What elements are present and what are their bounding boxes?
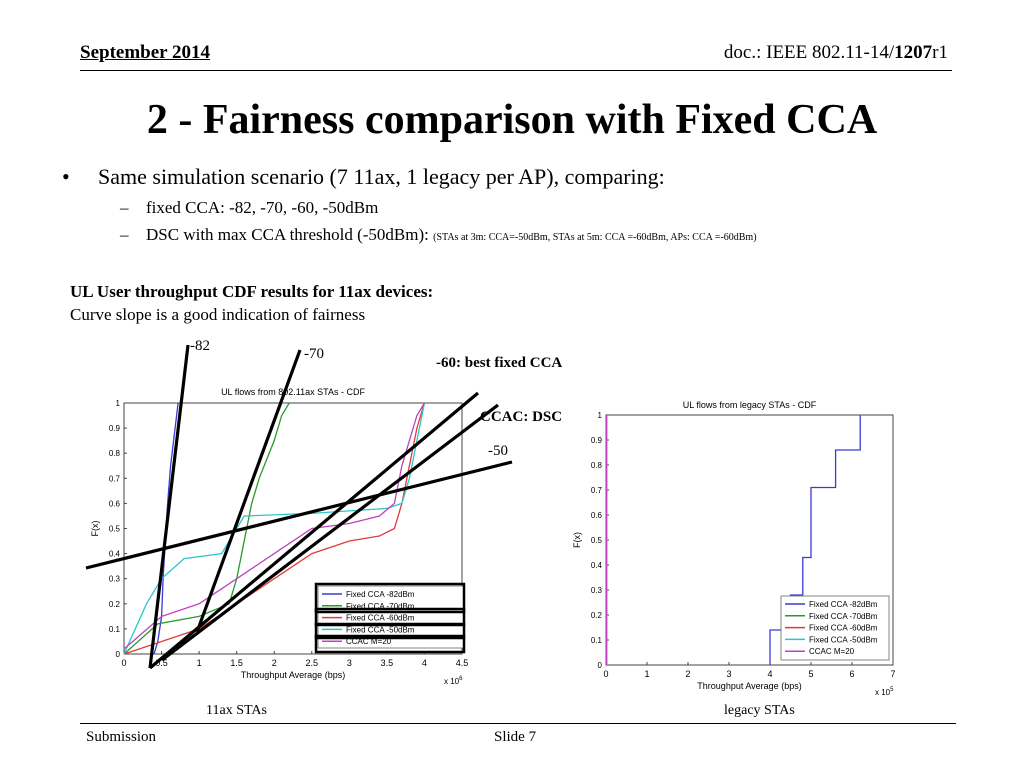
header-date: September 2014 <box>80 42 210 63</box>
caption-normal: Curve slope is a good indication of fair… <box>70 305 366 324</box>
bullet-sub-2-detail: (STAs at 3m: CCA=-50dBm, STAs at 5m: CCA… <box>433 232 757 243</box>
bullet-dot: • <box>62 164 70 189</box>
caption-bold: UL User throughput CDF results for 11ax … <box>70 282 434 301</box>
y-tick-label-1: 1 <box>598 411 603 420</box>
y-axis-label-0: F(x) <box>90 521 100 537</box>
x-tick-label-0: 3.5 <box>381 658 394 668</box>
x-tick-label-0: 2.5 <box>306 658 319 668</box>
y-tick-label-0: 0.6 <box>109 499 121 508</box>
x-tick-label-0: 0.5 <box>155 658 168 668</box>
x-multiplier-0: x 106 <box>444 676 463 686</box>
x-tick-label-1: 1 <box>644 669 649 679</box>
legend-label-0-1: Fixed CCA -70dBm <box>346 602 415 611</box>
x-multiplier-1: x 105 <box>875 687 894 697</box>
x-tick-label-1: 0 <box>603 669 608 679</box>
y-tick-label-0: 0.5 <box>109 525 121 534</box>
slope-line-2 <box>148 391 480 670</box>
doc-suffix: r1 <box>932 42 948 63</box>
x-tick-label-0: 0 <box>121 658 126 668</box>
x-tick-label-0: 2 <box>272 658 277 668</box>
slope-line-0 <box>148 344 190 669</box>
y-tick-label-0: 0.2 <box>109 600 121 609</box>
series-line-0-1 <box>123 402 290 655</box>
annotation-82: -82 <box>190 338 210 354</box>
legend-label-1-1: Fixed CCA -70dBm <box>809 612 878 621</box>
legend-label-1-0: Fixed CCA -82dBm <box>809 600 878 609</box>
footer-rule <box>80 723 956 724</box>
x-tick-label-0: 1 <box>197 658 202 668</box>
y-tick-label-0: 0.4 <box>109 550 121 559</box>
y-tick-label-1: 0 <box>598 661 603 670</box>
legend-highlight-box-3 <box>314 634 466 654</box>
legend-label-0-4: CCAC M=20 <box>346 637 392 646</box>
bullet-main: • Same simulation scenario (7 11ax, 1 leg… <box>62 164 665 190</box>
x-tick-label-1: 2 <box>685 669 690 679</box>
y-tick-label-0: 0.9 <box>109 424 121 433</box>
x-tick-label-0: 1.5 <box>230 658 243 668</box>
bullet-dash: – <box>120 198 129 217</box>
x-axis-label-1: Throughput Average (bps) <box>697 681 801 691</box>
footer-submission: Submission <box>86 729 157 745</box>
y-tick-label-1: 0.2 <box>591 611 603 620</box>
footer-slide-number: Slide 7 <box>494 729 537 745</box>
x-tick-label-0: 4.5 <box>456 658 469 668</box>
y-tick-label-0: 1 <box>116 399 121 408</box>
legend-label-1-3: Fixed CCA -50dBm <box>809 635 878 644</box>
y-tick-label-0: 0.7 <box>109 474 121 483</box>
bullet-sub-1: – fixed CCA: -82, -70, -60, -50dBm <box>120 198 378 218</box>
x-axis-label-0: Throughput Average (bps) <box>241 670 345 680</box>
annotation-60: -60: best fixed CCA <box>436 355 563 371</box>
bullet-dash: – <box>120 225 129 244</box>
series-line-1-4 <box>605 414 608 665</box>
y-tick-label-1: 0.8 <box>591 461 603 470</box>
x-tick-label-0: 4 <box>422 658 427 668</box>
legend-highlight-box-0 <box>314 582 466 614</box>
legend-label-0-3: Fixed CCA -50dBm <box>346 625 415 634</box>
annotation-70: -70 <box>304 346 324 362</box>
legend-label-0-0: Fixed CCA -82dBm <box>346 590 415 599</box>
legend-label-1-2: Fixed CCA -60dBm <box>809 624 878 633</box>
bullet-main-text: Same simulation scenario (7 11ax, 1 lega… <box>98 164 665 189</box>
annotation-50: -50 <box>488 443 508 459</box>
y-tick-label-1: 0.5 <box>591 536 603 545</box>
x-tick-label-1: 6 <box>849 669 854 679</box>
doc-number: 1207 <box>894 42 933 63</box>
y-tick-label-1: 0.6 <box>591 511 603 520</box>
series-line-0-4 <box>123 402 425 650</box>
y-tick-label-0: 0 <box>116 650 121 659</box>
legend-label-0-2: Fixed CCA -60dBm <box>346 614 415 623</box>
x-tick-label-1: 3 <box>726 669 731 679</box>
slope-line-3 <box>161 403 499 662</box>
header-doc-number: doc.: IEEE 802.11-14/1207r1 <box>724 42 948 64</box>
y-tick-label-1: 0.9 <box>591 436 603 445</box>
legend-label-1-4: CCAC M=20 <box>809 647 855 656</box>
annotation-ccac: CCAC: DSC <box>480 409 563 425</box>
x-tick-label-0: 3 <box>347 658 352 668</box>
x-tick-label-1: 5 <box>808 669 813 679</box>
label-legacy-stas: legacy STAs <box>724 703 795 718</box>
doc-prefix: doc.: IEEE 802.11-14/ <box>723 42 895 63</box>
slope-line-4 <box>85 460 513 570</box>
y-axis-label-1: F(x) <box>572 532 582 548</box>
y-tick-label-1: 0.4 <box>591 561 603 570</box>
slope-line-1 <box>195 349 302 633</box>
legend-highlight-box-2 <box>314 622 466 640</box>
chart-title-0: UL flows from 802.11ax STAs - CDF <box>221 387 365 397</box>
slide-title: 2 - Fairness comparison with Fixed CCA <box>146 97 878 143</box>
bullet-sub-2-text: DSC with max CCA threshold (-50dBm): <box>146 225 429 244</box>
y-tick-label-0: 0.3 <box>109 575 121 584</box>
y-tick-label-0: 0.1 <box>109 625 121 634</box>
header-rule <box>80 70 952 71</box>
y-tick-label-0: 0.8 <box>109 449 121 458</box>
x-tick-label-1: 7 <box>890 669 895 679</box>
bullet-sub-1-text: fixed CCA: -82, -70, -60, -50dBm <box>146 198 379 217</box>
y-tick-label-1: 0.7 <box>591 486 603 495</box>
chart-title-1: UL flows from legacy STAs - CDF <box>683 400 817 410</box>
y-tick-label-1: 0.3 <box>591 586 603 595</box>
x-tick-label-1: 4 <box>767 669 772 679</box>
y-tick-label-1: 0.1 <box>591 636 603 645</box>
label-11ax-stas: 11ax STAs <box>206 703 267 718</box>
bullet-sub-2: – DSC with max CCA threshold (-50dBm): (S… <box>120 225 757 245</box>
